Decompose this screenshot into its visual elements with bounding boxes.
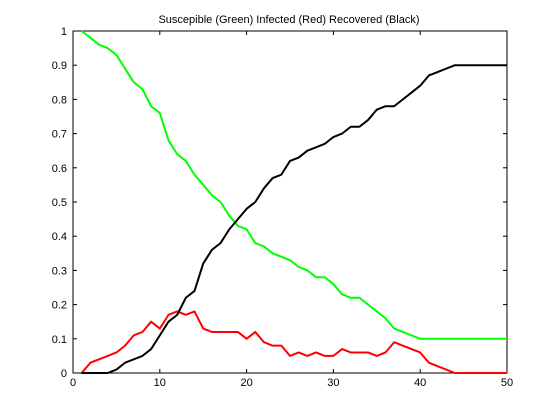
chart-title: Suscepible (Green) Infected (Red) Recove… xyxy=(158,14,419,26)
plot-area xyxy=(72,30,508,374)
x-tick-label: 0 xyxy=(70,377,76,389)
x-tick-label: 40 xyxy=(414,377,426,389)
y-tick-label: 0.9 xyxy=(52,60,67,72)
y-tick-label: 0.4 xyxy=(52,231,67,243)
x-tick-label: 10 xyxy=(154,377,166,389)
y-tick-label: 0.2 xyxy=(52,300,67,312)
y-tick-label: 0.5 xyxy=(52,197,67,209)
y-tick-label: 0.1 xyxy=(52,334,67,346)
x-tick-label: 20 xyxy=(240,377,252,389)
infected-line xyxy=(80,310,507,374)
y-tick-label: 0.3 xyxy=(52,265,67,277)
susceptible-line xyxy=(81,30,507,340)
recovered-line xyxy=(81,64,507,374)
y-tick-label: 1 xyxy=(61,26,67,38)
x-tick-label: 30 xyxy=(327,377,339,389)
axis-ticks: 0 10 20 30 40 50 0 0.1 0.2 0.3 0.4 0.5 0.6 0.7 0.8 0.9 1 xyxy=(52,26,513,389)
y-tick-label: 0 xyxy=(61,368,67,380)
y-tick-label: 0.7 xyxy=(52,129,67,141)
y-tick-label: 0.8 xyxy=(52,94,67,106)
y-tick-label: 0.6 xyxy=(52,163,67,175)
x-tick-label: 50 xyxy=(501,377,513,389)
series-lines xyxy=(80,30,507,374)
